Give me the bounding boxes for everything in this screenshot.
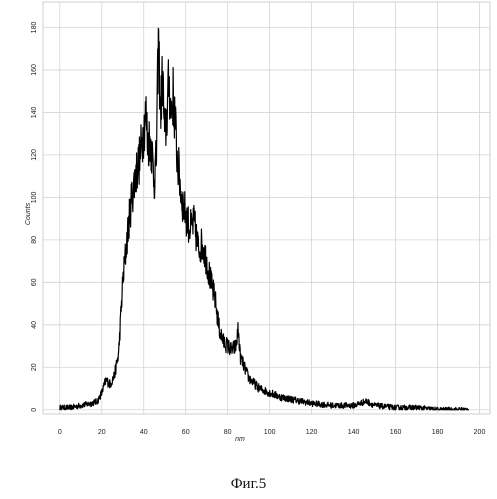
x-tick-label: 100: [264, 429, 276, 436]
y-tick-label: 80: [31, 236, 38, 244]
y-tick-label: 160: [31, 64, 38, 76]
x-tick-label: 0: [58, 429, 62, 436]
y-tick-label: 40: [31, 321, 38, 329]
y-tick-label: 100: [31, 191, 38, 203]
figure-caption: Фиг.5: [0, 476, 497, 493]
x-tick-label: 200: [474, 429, 486, 436]
y-tick-label: 180: [31, 22, 38, 34]
y-tick-label: 20: [31, 363, 38, 371]
x-tick-label: 40: [140, 429, 148, 436]
y-tick-label: 60: [31, 278, 38, 286]
x-tick-label: 120: [306, 429, 318, 436]
y-tick-label: 0: [31, 408, 38, 412]
y-axis-title: Counts: [25, 202, 32, 225]
x-tick-label: 80: [224, 429, 232, 436]
x-tick-labels: 0 20 40 60 80 100 120 140 160 180 200: [58, 429, 486, 436]
x-axis-title: nm: [235, 436, 245, 443]
y-tick-label: 120: [31, 149, 38, 161]
x-tick-label: 20: [98, 429, 106, 436]
plot-area: [43, 2, 490, 414]
x-tick-label: 60: [182, 429, 190, 436]
y-tick-label: 140: [31, 106, 38, 118]
x-tick-label: 140: [348, 429, 360, 436]
x-tick-label: 160: [390, 429, 402, 436]
x-tick-label: 180: [432, 429, 444, 436]
y-tick-labels: 0 20 40 60 80 100 120 140 160 180: [31, 22, 38, 412]
